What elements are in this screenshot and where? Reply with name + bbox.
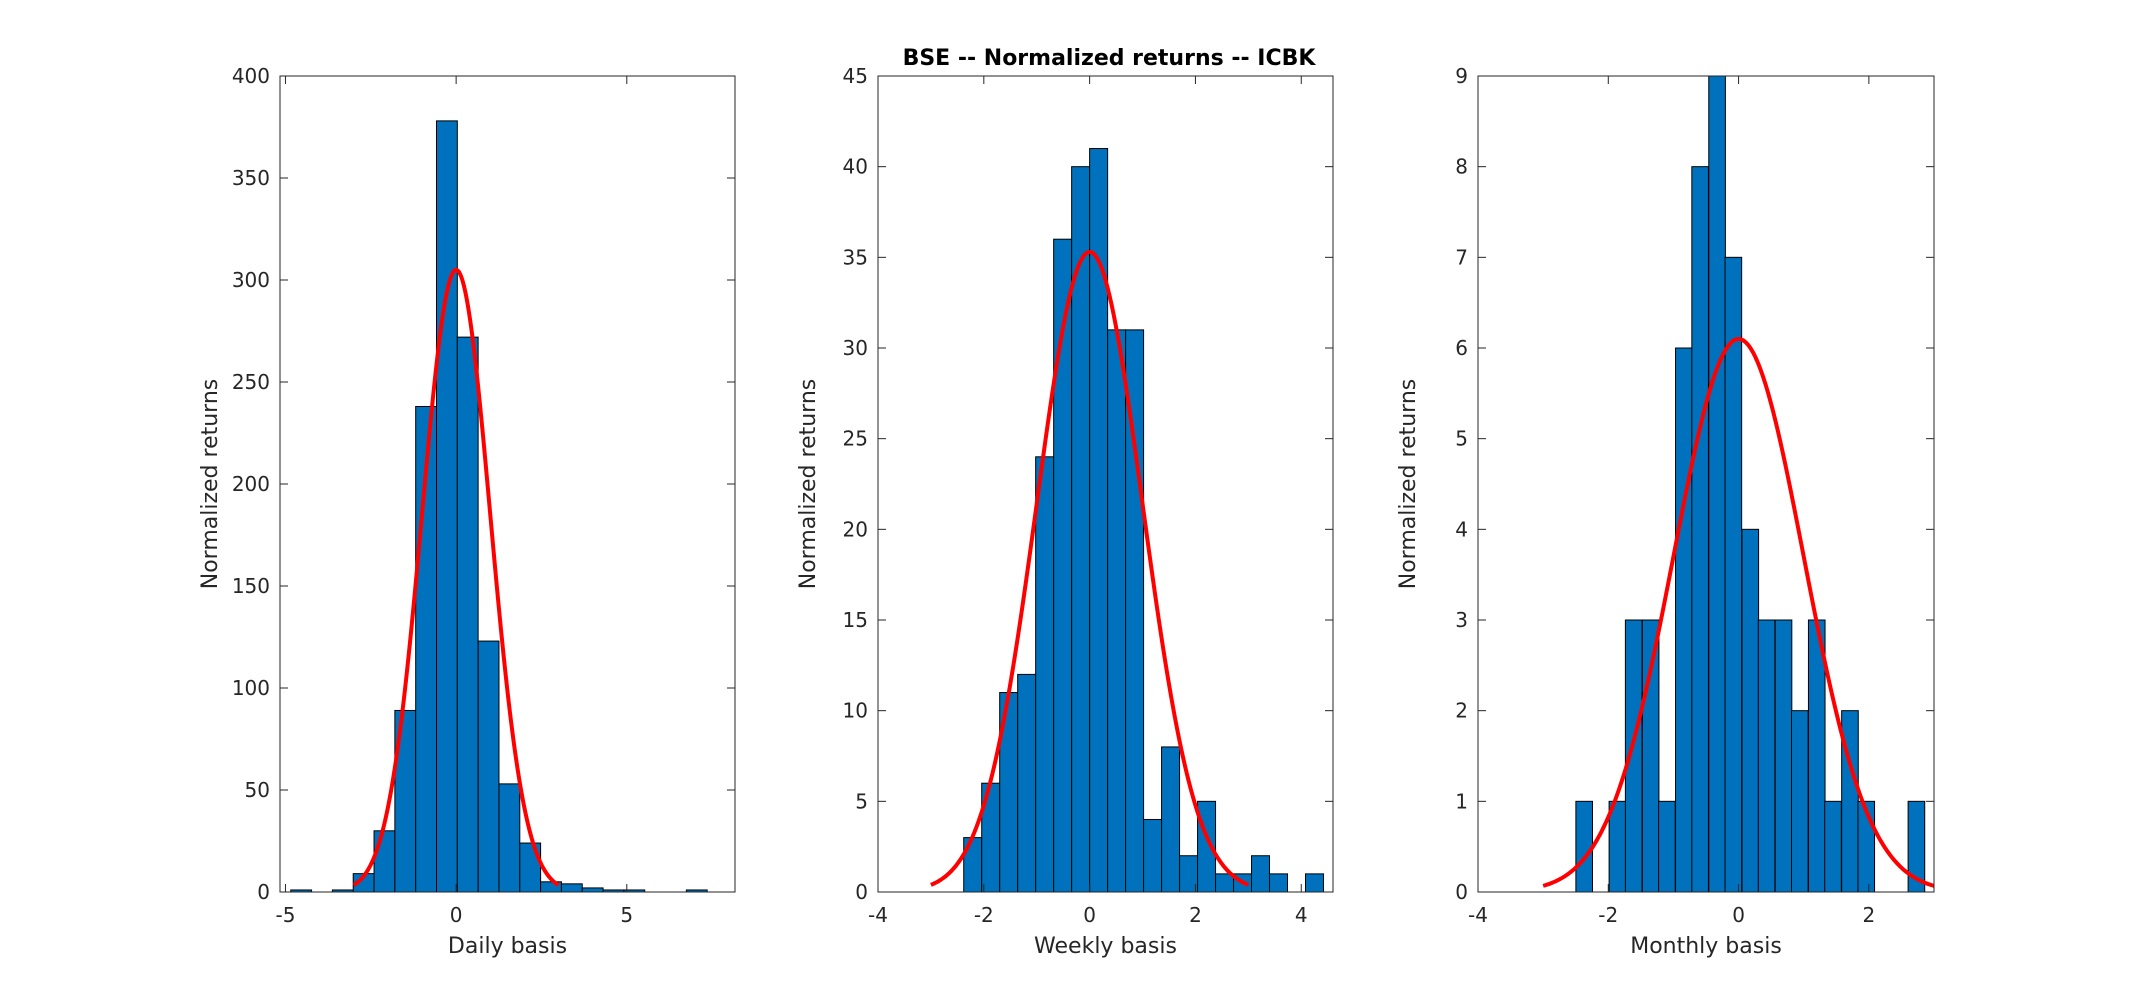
y-axis-label: Normalized returns [1396, 379, 1421, 589]
y-tick-label: 8 [1455, 155, 1468, 179]
y-tick-label: 200 [232, 472, 270, 496]
histogram-bar [581, 887, 604, 893]
y-tick-label: 40 [843, 155, 868, 179]
y-tick-label: 0 [257, 880, 270, 904]
y-tick-label: 7 [1455, 245, 1468, 269]
axes-box [1477, 75, 1935, 893]
histogram-bar [1724, 256, 1743, 893]
y-tick-label: 150 [232, 574, 270, 598]
histogram-bar [1269, 873, 1289, 893]
x-axis-label: Monthly basis [1630, 934, 1782, 959]
y-tick-label: 25 [843, 427, 868, 451]
histogram-bar [1741, 528, 1760, 893]
y-tick-label: 3 [1455, 608, 1468, 632]
y-tick-label: 300 [232, 268, 270, 292]
y-tick-label: 5 [855, 789, 868, 813]
histogram-bar [1035, 456, 1055, 893]
y-tick-label: 0 [855, 880, 868, 904]
histogram-bar [456, 336, 479, 893]
histogram-bar [477, 640, 500, 893]
x-tick-label: -4 [868, 903, 888, 927]
histogram-bar [1107, 329, 1127, 893]
y-tick-label: 30 [843, 336, 868, 360]
x-tick-label: 0 [450, 903, 463, 927]
x-axis-label: Weekly basis [1034, 934, 1177, 959]
x-tick-label: 0 [1083, 903, 1096, 927]
y-tick-label: 4 [1455, 517, 1468, 541]
histogram-bar [1774, 619, 1793, 893]
histogram-bar [436, 120, 458, 893]
y-tick-label: 15 [843, 608, 868, 632]
plot-area [280, 76, 735, 892]
y-tick-label: 350 [232, 166, 270, 190]
y-tick-label: 9 [1455, 64, 1468, 88]
normal-fit-curve [352, 267, 560, 887]
histogram-bar [1251, 855, 1271, 893]
y-tick-label: 0 [1455, 880, 1468, 904]
histogram-bar [1608, 800, 1627, 893]
x-tick-label: -2 [1598, 903, 1618, 927]
y-tick-label: 6 [1455, 336, 1468, 360]
y-tick-label: 45 [843, 64, 868, 88]
histogram-bar [1658, 800, 1676, 893]
histogram-bar [1179, 855, 1199, 893]
y-tick-label: 1 [1455, 789, 1468, 813]
y-tick-label: 100 [232, 676, 270, 700]
x-tick-label: -2 [974, 903, 994, 927]
x-tick-label: 2 [1862, 903, 1875, 927]
histogram-bar [1675, 347, 1693, 893]
x-tick-label: 4 [1295, 903, 1308, 927]
histogram-bar [1708, 75, 1726, 893]
histogram-bar [1161, 746, 1181, 893]
axes-box [877, 75, 1334, 893]
y-tick-label: 10 [843, 699, 868, 723]
histogram-bar [1791, 710, 1809, 893]
y-tick-label: 5 [1455, 427, 1468, 451]
x-axis-label: Daily basis [448, 934, 567, 959]
histogram-bar [1143, 818, 1163, 893]
y-tick-label: 2 [1455, 699, 1468, 723]
histogram-bar [1575, 800, 1593, 893]
histogram-bar [1757, 619, 1776, 893]
x-tick-label: -4 [1468, 903, 1488, 927]
y-tick-label: 35 [843, 245, 868, 269]
histogram-bar [1304, 873, 1324, 893]
histogram-bar [1807, 619, 1826, 893]
histogram-bar [560, 883, 583, 893]
histogram-bar [1691, 166, 1709, 893]
x-tick-label: 5 [620, 903, 633, 927]
histogram-bar [498, 783, 521, 893]
y-axis-label: Normalized returns [796, 379, 821, 589]
histogram-panel-3: -4 -2 0 2 0 1 2 3 4 5 6 7 8 9 Monthly basis Normalized … [1396, 64, 1935, 959]
x-tick-label: -5 [275, 903, 295, 927]
figure-title: BSE -- Normalized returns -- ICBK [903, 46, 1317, 71]
histogram-bar [373, 830, 396, 893]
y-tick-label: 50 [245, 778, 270, 802]
y-tick-label: 20 [843, 517, 868, 541]
y-tick-label: 250 [232, 370, 270, 394]
x-tick-label: 2 [1189, 903, 1202, 927]
histogram-bar [1215, 873, 1235, 893]
x-tick-label: 0 [1732, 903, 1745, 927]
y-tick-label: 400 [232, 64, 270, 88]
normal-fit-curve [930, 249, 1250, 887]
y-axis-label: Normalized returns [198, 379, 223, 589]
histogram-bar [1824, 800, 1842, 893]
histogram-bar [1017, 673, 1037, 893]
normal-fit-curve [1542, 336, 1935, 888]
